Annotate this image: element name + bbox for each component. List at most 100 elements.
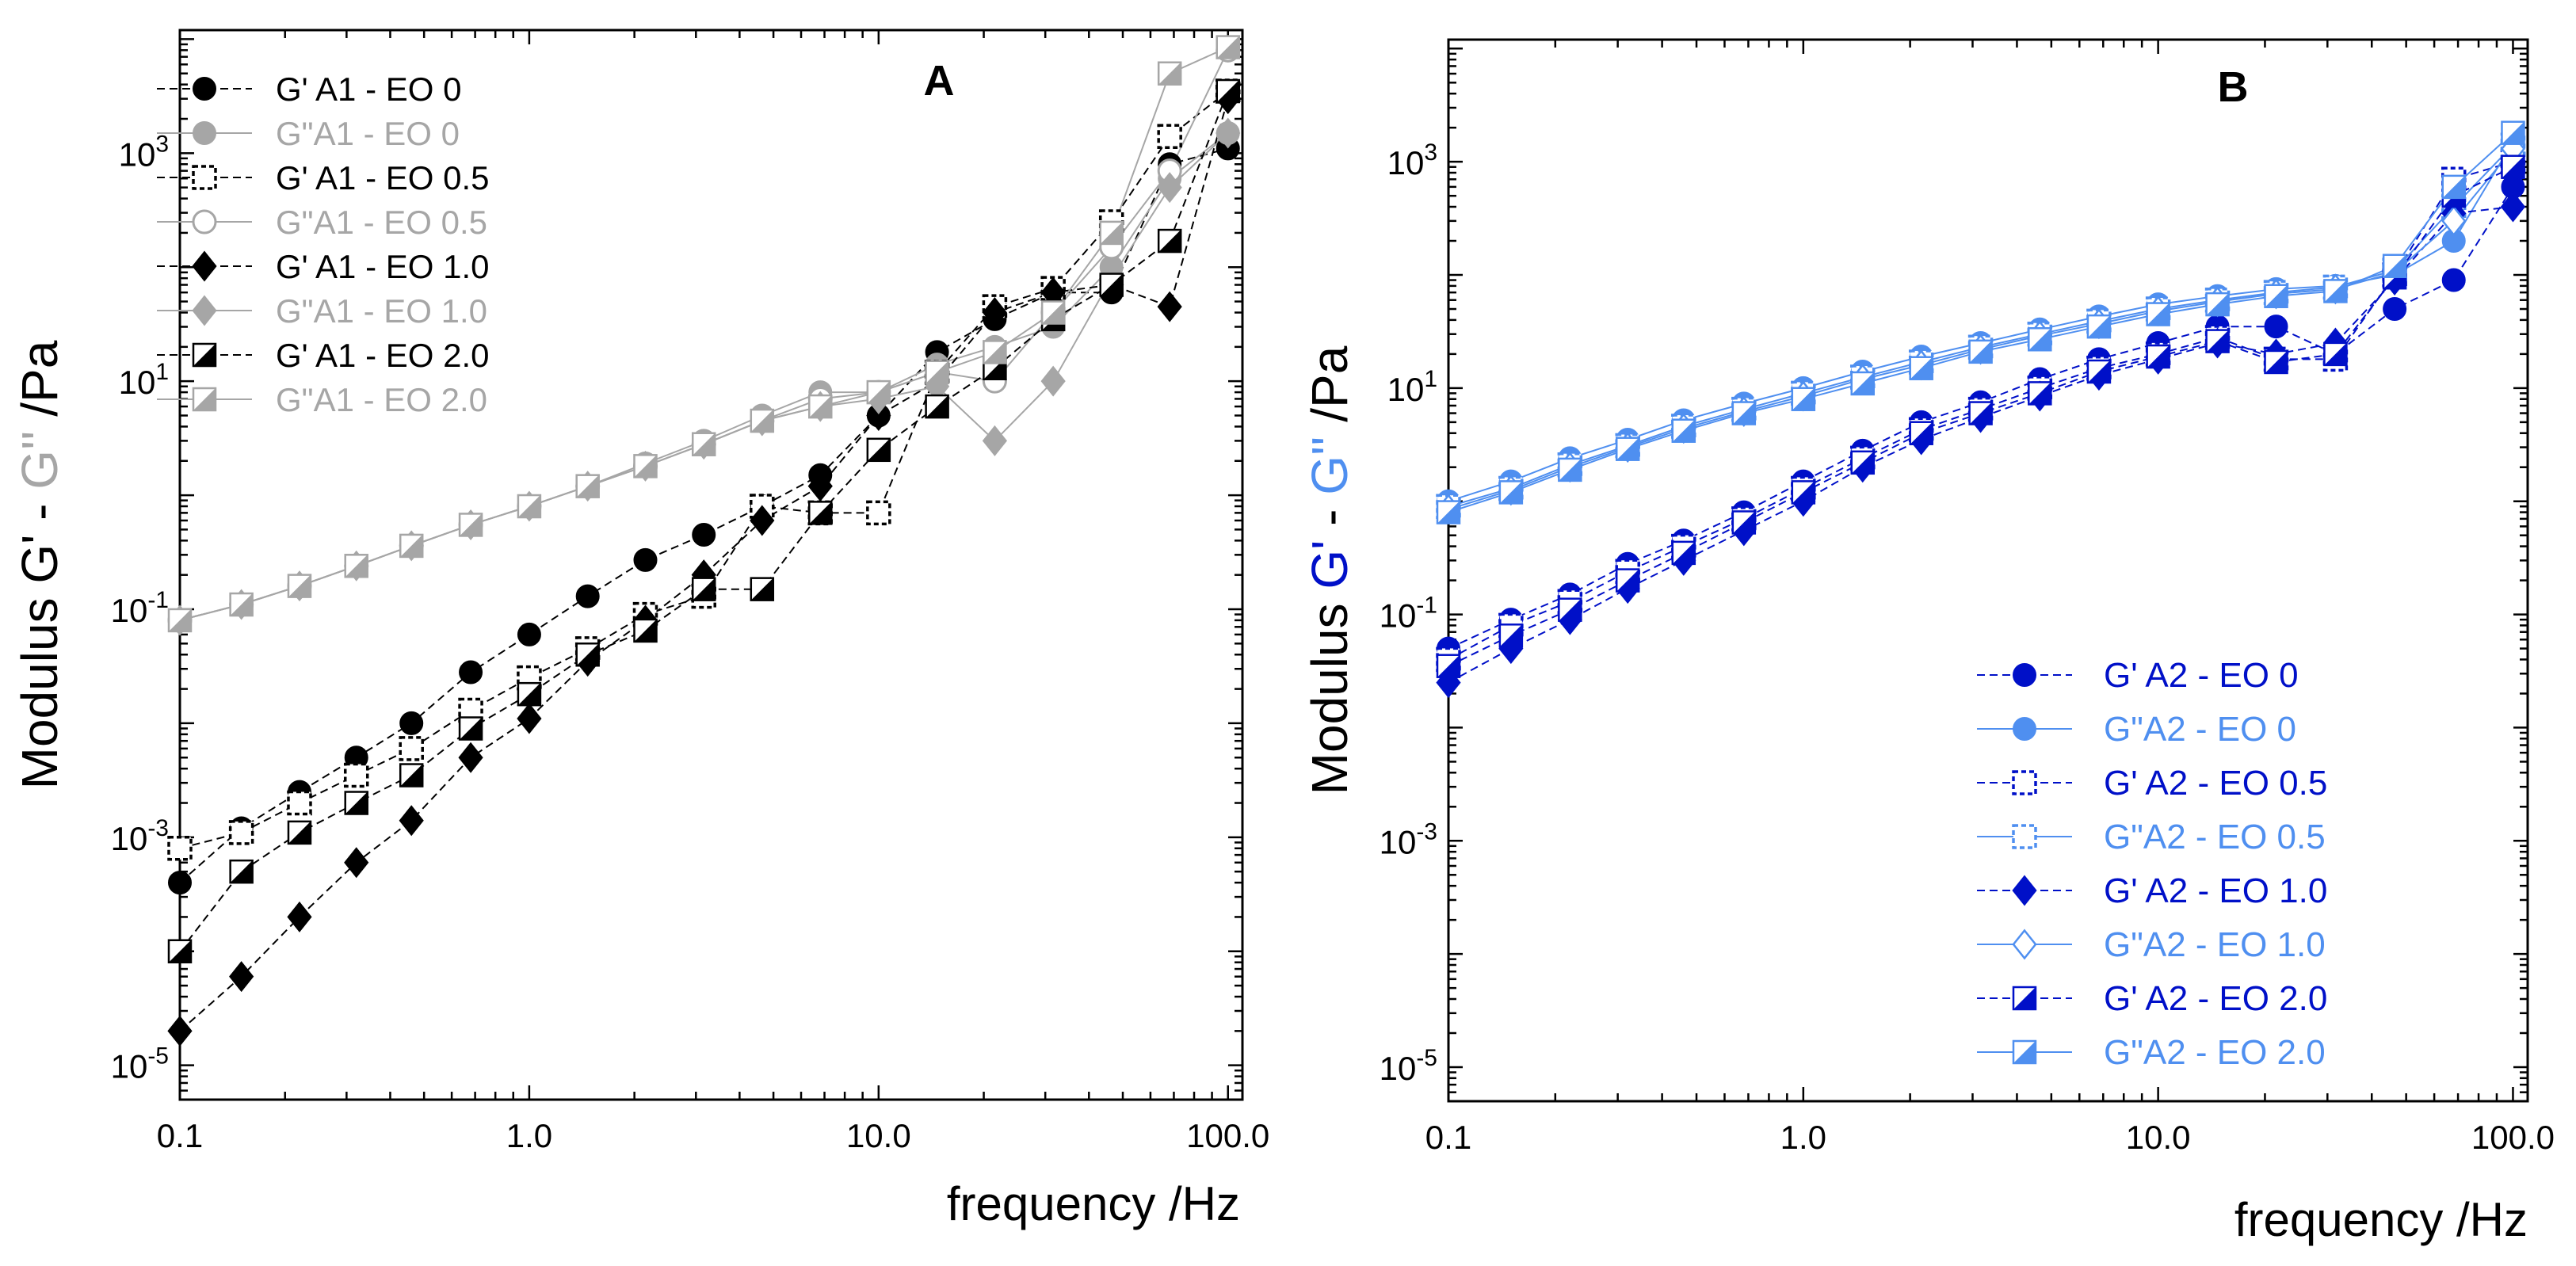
legend-label: G"A1 - EO 1.0 <box>276 292 487 330</box>
legend-label: G' A1 - EO 1.0 <box>276 248 489 285</box>
data-point <box>925 394 949 419</box>
data-point <box>2205 292 2230 317</box>
legend: G' A1 - EO 0 G"A1 - EO 0 G' A1 - EO 0.5 G"A… <box>157 71 489 418</box>
legend-marker <box>193 77 216 101</box>
data-point <box>691 432 716 456</box>
data-point <box>1558 457 1582 482</box>
data-point <box>692 522 716 547</box>
data-point <box>691 577 716 601</box>
x-axis-label: frequency /Hz <box>947 1177 1240 1230</box>
y-tick-label: 101 <box>119 359 169 401</box>
legend-item: G' A1 - EO 2.0 <box>157 337 489 374</box>
legend-label: G' A2 - EO 1.0 <box>2104 871 2327 910</box>
legend-label: G"A1 - EO 0.5 <box>276 204 487 241</box>
legend-label: G"A2 - EO 2.0 <box>2104 1033 2326 1072</box>
data-point <box>458 742 483 773</box>
legend-label: G"A2 - EO 0 <box>2104 710 2296 749</box>
data-point <box>1558 597 1582 622</box>
legend-label: G' A2 - EO 0 <box>2104 656 2299 695</box>
data-point <box>167 1015 193 1047</box>
data-point <box>517 703 542 734</box>
series-line <box>1448 141 2514 502</box>
data-point <box>808 394 833 419</box>
data-point <box>2323 279 2348 303</box>
legend-item: G"A1 - EO 1.0 <box>157 292 487 330</box>
legend-marker <box>2012 929 2037 960</box>
data-point <box>2501 154 2525 179</box>
data-point <box>344 791 368 815</box>
data-point <box>517 622 541 646</box>
y-tick-label: 103 <box>119 131 169 173</box>
data-point <box>167 608 193 633</box>
legend-label: G"A1 - EO 0 <box>276 115 460 152</box>
series-group <box>167 35 1241 1047</box>
legend: G' A2 - EO 0 G"A2 - EO 0 G' A2 - EO 0.5 G"A… <box>1977 656 2327 1072</box>
legend-item: G' A2 - EO 0.5 <box>1977 764 2327 803</box>
legend-item: G"A1 - EO 0.5 <box>157 204 487 241</box>
x-tick-label: 10.0 <box>2126 1119 2191 1156</box>
y-tick-label: 10-1 <box>111 587 169 629</box>
series-line <box>1448 132 2514 513</box>
data-point <box>2323 341 2348 367</box>
legend-marker <box>2013 717 2036 741</box>
data-point <box>399 736 424 761</box>
data-point <box>1909 356 1933 380</box>
data-point <box>2205 329 2230 353</box>
data-point <box>983 340 1007 364</box>
data-point <box>1791 387 1816 411</box>
x-tick-label: 100.0 <box>1186 1117 1269 1154</box>
data-point <box>287 901 312 932</box>
data-point <box>287 790 312 816</box>
legend-marker <box>192 165 217 190</box>
legend-item: G' A2 - EO 2.0 <box>1977 979 2327 1018</box>
legend-marker <box>192 342 217 368</box>
data-point <box>982 425 1008 456</box>
data-point <box>1671 540 1696 566</box>
data-point <box>517 494 542 519</box>
data-point <box>2501 120 2525 145</box>
data-point <box>1436 500 1461 524</box>
legend-marker <box>192 295 217 326</box>
data-point <box>1040 300 1066 325</box>
data-point <box>2264 284 2288 308</box>
y-axis-label: Modulus G' - G'' /Pa <box>11 340 68 789</box>
data-point <box>344 554 368 578</box>
data-point <box>575 474 600 498</box>
data-point <box>2264 315 2288 339</box>
data-point <box>1498 480 1524 505</box>
data-point <box>750 505 775 536</box>
legend-marker <box>192 387 217 412</box>
x-tick-label: 0.1 <box>1425 1119 1471 1156</box>
data-point <box>399 763 424 787</box>
series-line <box>1448 206 2513 684</box>
legend-item: G"A1 - EO 2.0 <box>157 381 487 418</box>
data-point <box>866 437 891 463</box>
data-point <box>167 836 193 861</box>
data-point <box>1498 623 1524 648</box>
data-point <box>750 577 775 601</box>
y-tick-label: 10-5 <box>1380 1045 1437 1087</box>
panel-B: 0.1 1.0 10.0 100.0 10-5 10-3 10-1 101 103 Modulus… <box>1301 38 2555 1246</box>
plot-frame <box>178 29 1244 1101</box>
data-point <box>2086 314 2112 339</box>
data-point <box>2441 268 2466 292</box>
legend-marker <box>192 250 217 282</box>
legend-marker <box>2012 770 2037 795</box>
legend-item: G"A2 - EO 0.5 <box>1977 818 2326 856</box>
y-tick-label: 10-3 <box>1380 818 1437 860</box>
legend-label: G' A2 - EO 0.5 <box>2104 764 2327 803</box>
data-point <box>1099 273 1124 297</box>
data-point <box>229 592 254 617</box>
x-tick-label: 10.0 <box>846 1117 911 1154</box>
data-point <box>1615 568 1640 593</box>
legend-label: G' A1 - EO 0 <box>276 71 461 108</box>
data-point <box>2146 302 2170 326</box>
legend-label: G"A2 - EO 0.5 <box>2104 818 2326 856</box>
data-point <box>2086 359 2112 384</box>
data-point <box>2382 254 2407 278</box>
y-axis-label: Modulus G' - G'' /Pa <box>1301 345 1358 795</box>
data-point <box>1157 291 1182 322</box>
series-line <box>1448 144 2514 508</box>
legend-item: G' A1 - EO 0.5 <box>157 159 489 196</box>
data-point <box>399 533 424 559</box>
